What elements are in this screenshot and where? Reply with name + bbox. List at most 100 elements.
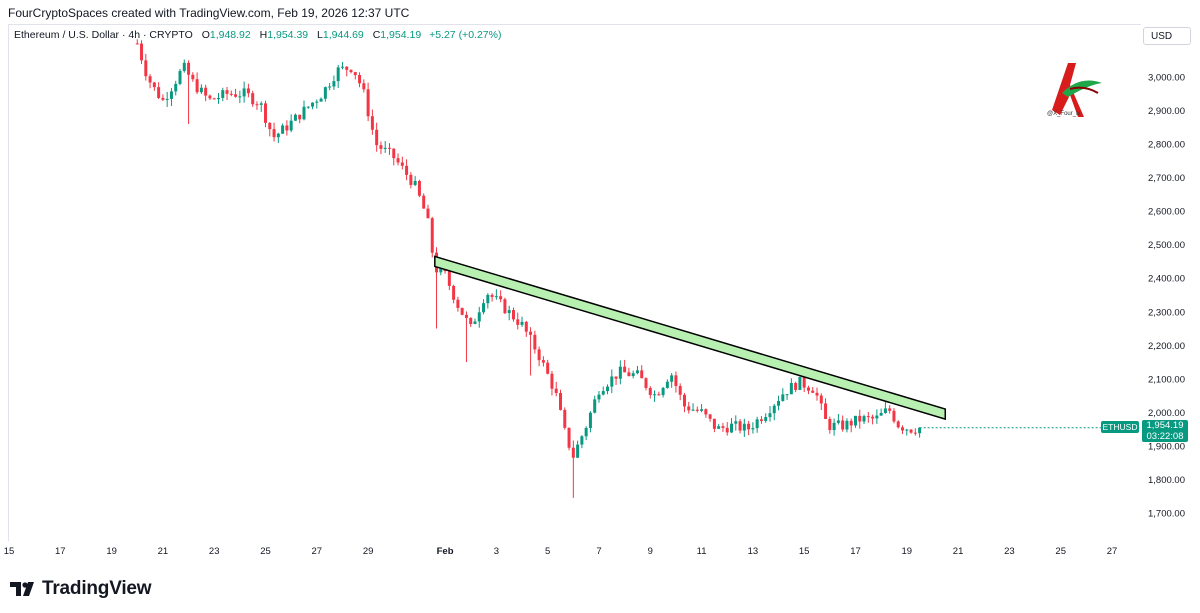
- candle-body: [409, 174, 413, 185]
- candle-body: [336, 67, 340, 82]
- candle-body: [841, 420, 845, 430]
- candle-body: [593, 399, 597, 413]
- candle-body: [187, 62, 191, 75]
- x-tick-label: Feb: [437, 546, 454, 557]
- candle-body: [618, 366, 622, 379]
- candle-body: [802, 376, 806, 388]
- candle-body: [849, 420, 853, 426]
- candle-body: [657, 394, 661, 396]
- candle-body: [691, 409, 695, 411]
- candle-body: [246, 88, 250, 94]
- candle-body: [529, 331, 533, 335]
- x-tick-label: 19: [106, 546, 117, 557]
- candle-body: [268, 122, 272, 130]
- candle-body: [272, 129, 276, 138]
- x-tick-label: 23: [209, 546, 220, 557]
- last-price-tag: 1,954.19 03:22:08: [1142, 419, 1188, 442]
- candle-body: [229, 93, 233, 95]
- candle-body: [251, 93, 255, 105]
- x-tick-label: 9: [648, 546, 653, 557]
- candle-body: [242, 88, 246, 97]
- candle-body: [392, 148, 396, 159]
- candle-body: [614, 376, 618, 379]
- candle-body: [426, 208, 430, 219]
- symbol-price-tag: ETHUSD: [1101, 420, 1139, 433]
- candle-body: [396, 158, 400, 163]
- candle-body: [520, 321, 524, 325]
- x-tick-label: 17: [850, 546, 861, 557]
- brand-logo-icon: [1052, 63, 1102, 117]
- candle-body: [464, 314, 468, 318]
- x-tick-label: 21: [953, 546, 964, 557]
- candle-body: [755, 419, 759, 429]
- candle-body: [524, 321, 528, 332]
- candle-body: [195, 79, 199, 93]
- candle-body: [499, 296, 503, 300]
- chart-pane[interactable]: [8, 24, 1141, 541]
- candle-body: [430, 218, 434, 253]
- candle-body: [627, 372, 631, 377]
- candle-body: [302, 106, 306, 120]
- candle-body: [447, 271, 451, 286]
- x-tick-label: 27: [312, 546, 323, 557]
- candle-body: [281, 125, 285, 134]
- candle-body: [567, 427, 571, 448]
- candle-body: [452, 285, 456, 300]
- candle-body: [670, 375, 674, 382]
- symbol-legend: Ethereum / U.S. Dollar · 4h · CRYPTO O1,…: [14, 29, 501, 41]
- chart-attribution: FourCryptoSpaces created with TradingVie…: [8, 6, 410, 20]
- open-value: 1,948.92: [209, 29, 251, 41]
- x-tick-label: 3: [494, 546, 499, 557]
- y-tick-label: 3,000.00: [1148, 73, 1185, 84]
- low-label: L: [317, 29, 323, 41]
- candle-body: [362, 83, 366, 90]
- high-label: H: [259, 29, 268, 41]
- candle-body: [516, 319, 520, 325]
- candle-body: [721, 426, 725, 428]
- candle-body: [610, 376, 614, 387]
- x-tick-label: 25: [1055, 546, 1066, 557]
- candle-body: [584, 427, 588, 437]
- x-tick-label: 17: [55, 546, 66, 557]
- candle-body: [777, 400, 781, 406]
- candle-body: [477, 312, 481, 322]
- candle-body: [169, 91, 173, 99]
- candle-body: [238, 96, 242, 98]
- candle-body: [653, 394, 657, 396]
- candle-body: [353, 72, 357, 76]
- y-tick-label: 1,800.00: [1148, 475, 1185, 486]
- candle-body: [366, 89, 370, 117]
- candle-body: [730, 423, 734, 433]
- candle-body: [580, 436, 584, 445]
- candle-body: [819, 395, 823, 404]
- currency-selector[interactable]: USD: [1143, 27, 1191, 45]
- candle-body: [644, 378, 648, 388]
- candle-body: [918, 427, 922, 434]
- candle-body: [255, 104, 259, 106]
- y-tick-label: 2,900.00: [1148, 106, 1185, 117]
- candle-body: [576, 444, 580, 458]
- x-tick-label: 23: [1004, 546, 1015, 557]
- resistance-trendline: [434, 255, 947, 421]
- open-label: O: [201, 29, 210, 41]
- candle-body: [772, 405, 776, 414]
- candle-body: [178, 70, 182, 84]
- candle-body: [387, 147, 391, 149]
- candle-body: [494, 296, 498, 298]
- candle-body: [349, 69, 353, 73]
- candle-body: [323, 87, 327, 99]
- x-tick-label: 15: [799, 546, 810, 557]
- candle-body: [858, 415, 862, 422]
- candle-body: [174, 83, 178, 92]
- candle-body: [597, 394, 601, 400]
- candle-body: [212, 98, 216, 100]
- candle-body: [759, 419, 763, 422]
- y-tick-label: 2,600.00: [1148, 207, 1185, 218]
- candle-body: [678, 386, 682, 395]
- candle-body: [768, 413, 772, 418]
- y-tick-label: 2,700.00: [1148, 173, 1185, 184]
- candle-body: [345, 66, 349, 70]
- candle-body: [712, 418, 716, 429]
- x-tick-label: 13: [748, 546, 759, 557]
